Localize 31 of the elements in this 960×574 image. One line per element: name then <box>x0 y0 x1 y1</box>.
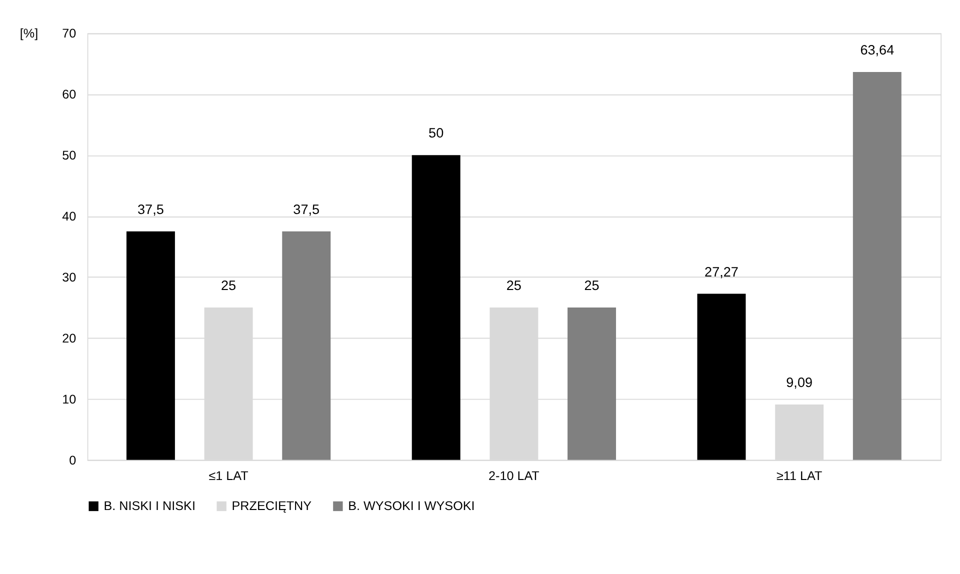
x-tick-label: ≤1 LAT <box>208 468 249 483</box>
y-tick-label: 30 <box>62 270 76 284</box>
bar <box>126 231 175 460</box>
data-label: 9,09 <box>786 375 813 390</box>
bar <box>282 231 331 460</box>
x-tick-label: 2-10 LAT <box>488 468 540 483</box>
y-tick-label: 60 <box>62 88 76 102</box>
data-label: 25 <box>506 278 522 294</box>
data-label: 25 <box>584 278 600 294</box>
data-label: 37,5 <box>138 202 164 217</box>
data-label: 37,5 <box>293 202 320 217</box>
y-tick-label: 40 <box>62 209 76 224</box>
y-tick-label: 10 <box>62 392 76 406</box>
legend-label: B. WYSOKI I WYSOKI <box>348 499 475 514</box>
bar <box>697 294 746 460</box>
legend-label: B. NISKI I NISKI <box>104 499 196 514</box>
bar <box>568 308 616 460</box>
legend-label: PRZECIĘTNY <box>232 499 312 514</box>
data-label: 50 <box>428 126 444 141</box>
x-tick-label: ≥11 LAT <box>776 468 822 483</box>
y-tick-label: 50 <box>62 148 76 163</box>
data-label: 25 <box>220 278 236 294</box>
data-label: 27,27 <box>704 264 738 280</box>
y-axis-title: [%] <box>20 26 38 41</box>
bar <box>775 404 824 460</box>
y-tick-label: 20 <box>62 331 76 346</box>
bar <box>412 155 460 460</box>
y-tick-label: 70 <box>62 26 76 41</box>
bar <box>852 72 902 460</box>
y-tick-label: 0 <box>69 453 76 468</box>
data-label: 63,64 <box>860 42 895 58</box>
